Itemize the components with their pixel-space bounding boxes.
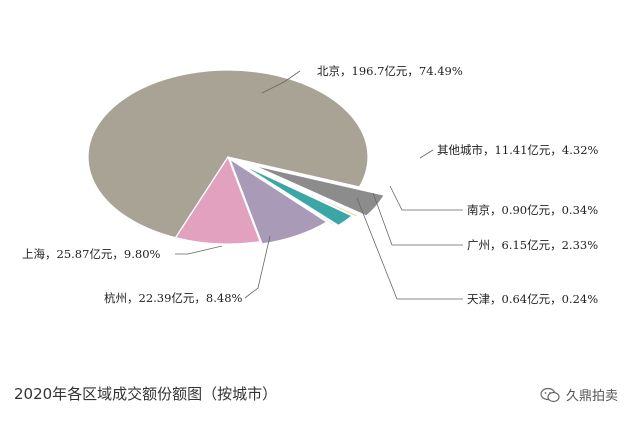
slice-labels: 北京，196.7亿元，74.49% 其他城市，11.41亿元，4.32% 南京，0.… [22,64,599,306]
leader-line-南京 [389,185,463,211]
watermark-text: 久鼎拍卖 [565,389,618,404]
leader-line-上海 [175,245,223,255]
slice-label-广州: 广州，6.15亿元，2.33% [467,238,598,252]
watermark: 久鼎拍卖 [540,385,618,404]
pie-slice-其他城市 [252,164,386,217]
pie-slice-北京 [87,69,369,239]
leader-line-北京 [261,70,301,94]
pie-slice-广州 [239,162,354,227]
pie-slice-杭州 [228,157,328,245]
leader-line-天津 [356,197,463,300]
chart-title: 2020年各区域成交额份额图（按城市） [14,385,278,403]
leader-line-其他城市 [419,149,434,159]
pie-slice-上海 [174,155,261,245]
wechat-icon [540,387,560,402]
pie-slices [87,69,386,245]
slice-label-上海: 上海，25.87亿元，9.80% [22,247,161,261]
slice-label-南京: 南京，0.90亿元，0.34% [467,203,598,217]
slice-label-北京: 北京，196.7亿元，74.49% [317,64,463,78]
leader-line-杭州 [244,235,271,299]
pie-slice-天津 [236,161,336,226]
pie-slice-南京 [243,163,359,218]
slice-label-杭州: 杭州，22.39亿元，8.48% [104,291,243,305]
leader-lines [175,70,463,300]
slice-label-天津: 天津，0.64亿元，0.24% [467,292,598,306]
leader-line-广州 [372,192,463,246]
slice-label-其他城市: 其他城市，11.41亿元，4.32% [437,143,599,157]
